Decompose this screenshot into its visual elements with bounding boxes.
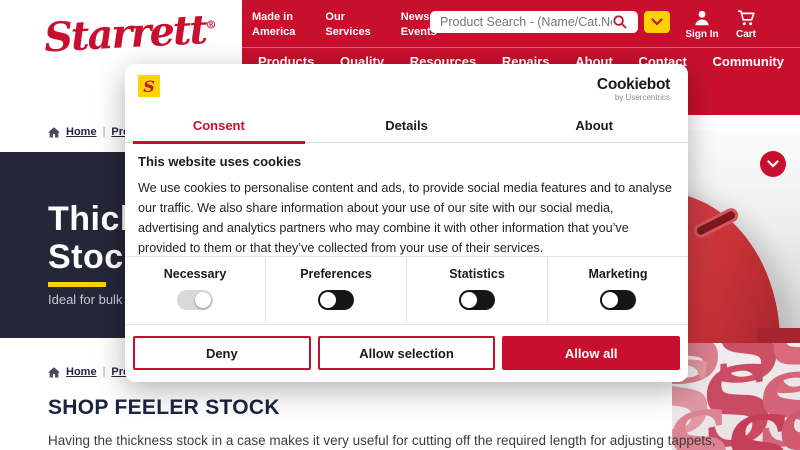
category-statistics: Statistics <box>406 257 547 324</box>
hero-subtitle: Ideal for bulk s <box>48 292 133 307</box>
scroll-down-button[interactable] <box>760 151 786 177</box>
starrett-wordmark: Starrett® <box>42 6 217 62</box>
registered-mark: ® <box>205 18 217 32</box>
cart-icon <box>738 10 755 26</box>
cart-button[interactable]: Cart <box>724 8 768 40</box>
cookie-dialog-header: S Cookiebot by Usercentrics <box>125 64 688 110</box>
cookie-dialog-body: This website uses cookies We use cookies… <box>138 154 672 258</box>
cookiebot-logo: Cookiebot by Usercentrics <box>596 76 670 102</box>
search-input[interactable] <box>430 11 638 33</box>
tab-details[interactable]: Details <box>385 118 428 133</box>
utility-nav: Made in America Our Services News & Even… <box>252 10 440 40</box>
search-icon[interactable] <box>612 14 628 30</box>
breadcrumb-separator: | <box>102 366 106 378</box>
user-icon <box>695 10 709 26</box>
nav-made-in-america[interactable]: Made in America <box>252 11 296 38</box>
allow-selection-button[interactable]: Allow selection <box>317 336 496 370</box>
breadcrumb-home-link[interactable]: Home <box>66 366 97 378</box>
search-group <box>430 11 670 33</box>
hero-accent-bar <box>48 282 106 287</box>
preferences-toggle[interactable] <box>318 290 354 310</box>
cookie-description: We use cookies to personalise content an… <box>138 181 672 255</box>
sign-in-button[interactable]: Sign In <box>680 8 724 40</box>
necessary-toggle <box>177 290 213 310</box>
starrett-s-badge: S <box>138 75 160 97</box>
tab-about[interactable]: About <box>575 118 613 133</box>
chevron-down-icon <box>767 160 779 168</box>
category-necessary: Necessary <box>125 257 265 324</box>
marketing-toggle[interactable] <box>600 290 636 310</box>
breadcrumb-home-link[interactable]: Home <box>66 126 97 138</box>
tab-consent[interactable]: Consent <box>125 112 313 144</box>
allow-all-button[interactable]: Allow all <box>502 336 681 370</box>
starrett-s-pattern: S S S S S S S S S <box>672 343 800 450</box>
nav-our-services[interactable]: Our Services <box>325 11 371 38</box>
cookie-categories: Necessary Preferences Statistics Marketi… <box>125 256 688 325</box>
category-preferences: Preferences <box>265 257 406 324</box>
cookie-consent-dialog: S Cookiebot by Usercentrics Consent Deta… <box>125 64 688 382</box>
starrett-logo[interactable]: Starrett® <box>43 6 234 66</box>
cookie-dialog-buttons: Deny Allow selection Allow all <box>133 336 681 370</box>
nav-community[interactable]: Community <box>712 54 784 69</box>
home-icon <box>48 366 60 377</box>
shop-description: Having the thickness stock in a case mak… <box>48 433 716 448</box>
category-marketing: Marketing <box>547 257 688 324</box>
home-icon <box>48 126 60 137</box>
breadcrumb-separator: | <box>102 126 106 138</box>
shop-feeler-stock-heading: SHOP FEELER STOCK <box>48 396 280 419</box>
cookie-dialog-tabs: Consent Details About <box>125 112 688 144</box>
header-divider <box>242 47 800 48</box>
chevron-down-icon <box>651 18 663 26</box>
search-dropdown-button[interactable] <box>644 11 670 33</box>
statistics-toggle[interactable] <box>459 290 495 310</box>
cookie-heading: This website uses cookies <box>138 154 302 169</box>
deny-button[interactable]: Deny <box>133 336 311 370</box>
case-shadow <box>757 328 800 345</box>
